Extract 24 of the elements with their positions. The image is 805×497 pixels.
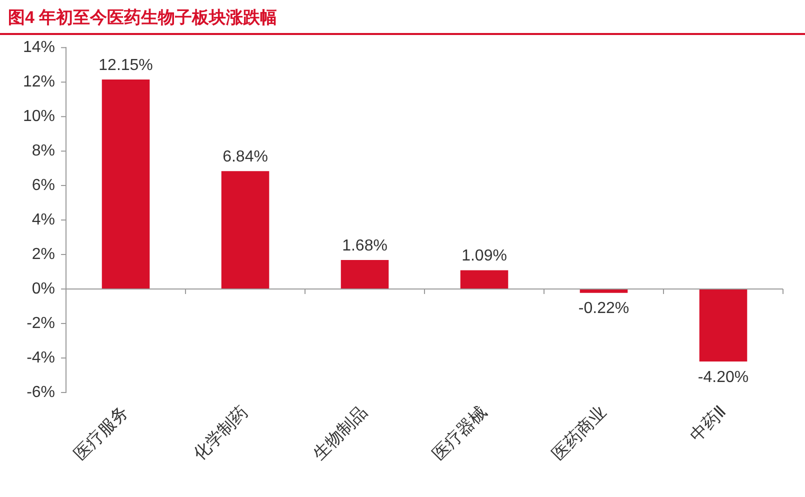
y-tick-label: 6% [32, 176, 56, 194]
chart-title: 图4 年初至今医药生物子板块涨跌幅 [0, 0, 805, 35]
y-tick-label: 12% [22, 73, 56, 90]
data-label: -0.22% [578, 300, 630, 318]
y-tick-label: 2% [32, 246, 56, 263]
y-tick-label: 0% [32, 280, 56, 298]
data-label: 1.09% [462, 248, 507, 265]
x-tick-label: 中药Ⅱ [686, 402, 730, 446]
y-tick-label: -4% [26, 349, 56, 366]
x-tick-label: 医疗服务 [70, 402, 132, 464]
data-label: -4.20% [698, 368, 749, 386]
y-tick-label: 14% [22, 39, 56, 56]
data-label: 6.84% [222, 148, 268, 166]
y-tick-label: 10% [22, 108, 56, 125]
x-tick-label: 医药商业 [548, 402, 610, 464]
data-label: 12.15% [98, 56, 153, 74]
x-tick-label: 化学制药 [190, 402, 252, 464]
y-tick-label: -2% [26, 314, 56, 332]
y-tick-label: -6% [26, 384, 56, 401]
x-tick-label: 医疗器械 [428, 402, 490, 464]
y-tick-label: 8% [32, 142, 56, 160]
data-label: 1.68% [342, 237, 388, 254]
y-tick-label: 4% [32, 211, 56, 228]
x-tick-label: 生物制品 [309, 402, 371, 464]
